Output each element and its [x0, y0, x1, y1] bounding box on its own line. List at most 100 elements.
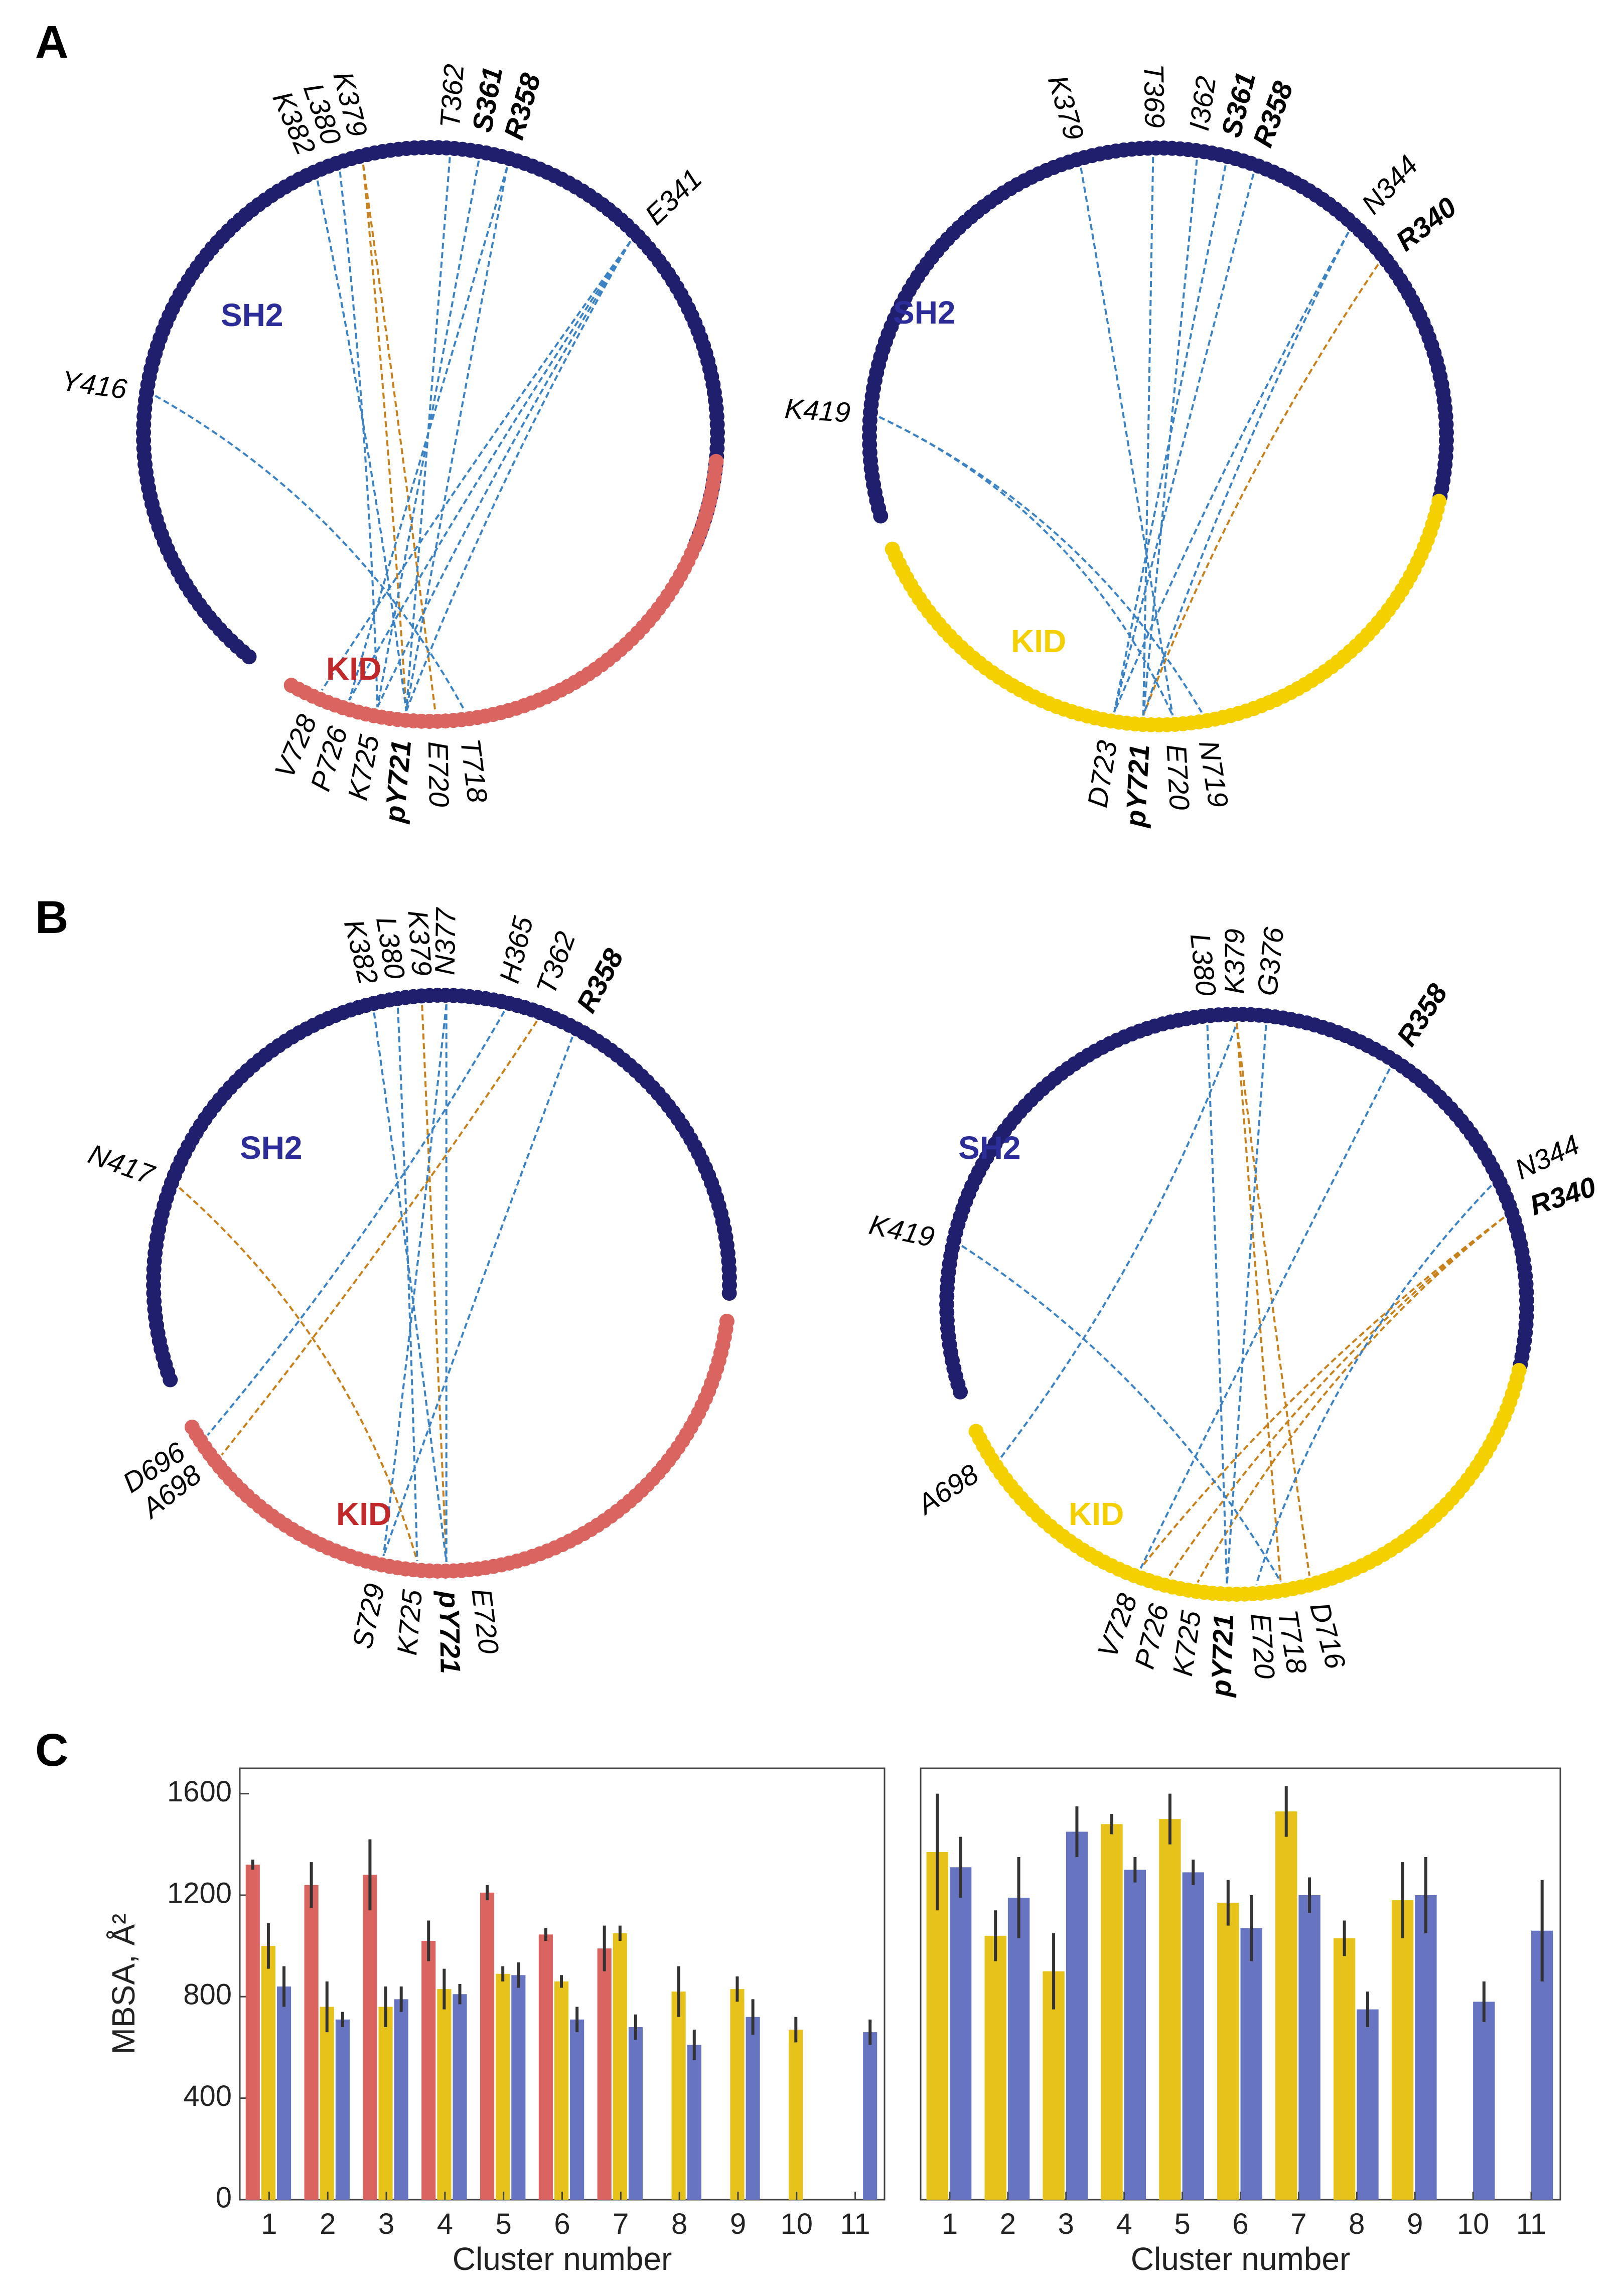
y-tick-label: 1200: [167, 1877, 232, 1909]
contact-link-K379-E720: [1080, 168, 1174, 716]
x-tick-label: 6: [1232, 2208, 1248, 2240]
contact-link-N344-D723: [1113, 231, 1350, 713]
panel-letter-c: C: [35, 1725, 68, 1776]
contact-link-E341-V728: [321, 240, 632, 691]
kid-segment: [968, 1362, 1527, 1602]
bar-yellow-cluster-6: [554, 1981, 569, 2200]
panel-letter-a: A: [35, 17, 68, 68]
residue-label-E720: E720: [466, 1587, 505, 1655]
x-tick-label: 4: [437, 2208, 453, 2240]
contact-link-K382-pY721: [316, 180, 407, 712]
bar-blue-cluster-5: [1182, 1872, 1204, 2200]
residue-dot: [873, 508, 889, 524]
x-tick-label: 5: [496, 2208, 512, 2240]
x-tick-label: 11: [1516, 2208, 1546, 2240]
sh2-segment: [146, 988, 737, 1388]
x-tick-label: 6: [554, 2208, 570, 2240]
contact-link-T362-A698: [221, 1020, 538, 1456]
bar-blue-cluster-1: [276, 1986, 291, 2200]
bar-blue-cluster-9: [1415, 1895, 1437, 2200]
contact-links: [155, 157, 632, 713]
bar-yellow-cluster-5: [1159, 1819, 1181, 2200]
bar-yellow-cluster-4: [1101, 1824, 1123, 2200]
bar-chart-right: 1 2 3 4 5 6 7 8 9 10 11 Cluster number: [920, 1767, 1561, 2277]
contact-link-R340-pY721: [1142, 263, 1379, 716]
contact-link-L380-K725: [339, 171, 379, 707]
bar-blue-cluster-3: [1066, 1831, 1088, 2200]
bar-red-cluster-3: [363, 1875, 377, 2200]
contact-link-S361-D723: [1113, 165, 1227, 713]
contact-link-E341-K725: [376, 241, 632, 708]
contact-link-Y416-T718: [155, 395, 466, 711]
contact-link-N377-S729: [382, 1004, 448, 1557]
contact-link-G376-pY721: [1226, 1024, 1267, 1585]
x-tick-label: 11: [840, 2208, 870, 2240]
contact-link-R340-V728: [1139, 1216, 1505, 1569]
x-tick-label: 10: [1457, 2208, 1490, 2240]
sh2-label: SH2: [893, 294, 956, 331]
residue-label-L380: L380: [1185, 932, 1223, 997]
bar-blue-cluster-7: [1298, 1895, 1320, 2200]
bar-red-cluster-4: [421, 1941, 436, 2200]
contact-link-L380-K725: [397, 1007, 418, 1561]
panel-letter-b: B: [35, 892, 68, 943]
residue-label-pY721: pY721: [378, 739, 417, 825]
bar-yellow-cluster-6: [1217, 1903, 1239, 2200]
residue-label-S729: S729: [346, 1581, 391, 1651]
sh2-segment: [136, 140, 725, 665]
bar-blue-cluster-8: [1357, 2009, 1379, 2200]
residue-label-K379: K379: [1042, 72, 1091, 143]
bar-red-cluster-2: [304, 1885, 319, 2200]
residue-label-H365: H365: [493, 913, 539, 986]
contact-link-K379-E720: [362, 165, 436, 713]
sh2-label: SH2: [221, 297, 283, 333]
residue-label-T369: T369: [1138, 64, 1170, 128]
residue-label-T362: T362: [530, 928, 581, 998]
bar-red-cluster-5: [480, 1892, 495, 2200]
residue-label-R340: R340: [1390, 191, 1462, 257]
contact-link-K419-E720: [878, 416, 1173, 716]
contact-link-E341-P726: [348, 241, 632, 701]
kid-label: KID: [336, 1496, 391, 1532]
bar-blue-cluster-11: [863, 2032, 877, 2200]
contact-link-K419-N719: [878, 416, 1203, 713]
residue-label-K379: K379: [402, 909, 438, 977]
residue-label-A698: A698: [911, 1458, 984, 1521]
sh2-label: SH2: [958, 1130, 1021, 1166]
x-axis-label: Cluster number: [1131, 2241, 1351, 2277]
contact-link-K379-pY721: [362, 165, 407, 712]
x-tick-label: 1: [261, 2208, 277, 2240]
x-tick-label: 2: [1000, 2208, 1016, 2240]
contact-link-R340-P726: [1167, 1216, 1505, 1578]
sh2-segment: [939, 1007, 1534, 1400]
bar-yellow-cluster-2: [984, 1935, 1006, 2200]
bar-blue-cluster-6: [570, 2019, 584, 2200]
contact-link-R358-pY721: [405, 167, 508, 712]
contact-link-R358-S729: [382, 1036, 573, 1557]
kid-segment: [885, 494, 1447, 732]
x-tick-label: 8: [671, 2208, 687, 2240]
bar-yellow-cluster-10: [789, 2030, 803, 2200]
x-tick-label: 4: [1116, 2208, 1132, 2240]
y-axis-label: MBSA, Å²: [105, 1914, 141, 2055]
contact-link-R340-K725: [1197, 1216, 1505, 1583]
bar-yellow-cluster-5: [496, 1973, 510, 2200]
contact-links: [878, 157, 1379, 716]
kid-segment: [184, 1313, 735, 1579]
residue-label-N344: N344: [1355, 149, 1424, 220]
residue-label-R358: R358: [1390, 978, 1453, 1051]
bar-yellow-cluster-4: [437, 1989, 452, 2200]
residue-label-T718: T718: [455, 737, 494, 804]
residue-label-pY721: pY721: [433, 1590, 467, 1674]
residue-label-E720: E720: [1245, 1612, 1281, 1680]
bar-yellow-cluster-8: [671, 1992, 686, 2200]
residue-label-K725: K725: [391, 1588, 428, 1657]
contact-link-N344-pY721: [1142, 231, 1350, 716]
contact-link-L380-pY721: [1206, 1024, 1228, 1585]
residue-label-E341: E341: [639, 163, 708, 231]
residue-dot: [241, 649, 257, 665]
x-tick-label: 3: [1058, 2208, 1074, 2240]
y-tick-label: 1600: [167, 1775, 232, 1808]
bar-yellow-cluster-2: [320, 2007, 334, 2200]
